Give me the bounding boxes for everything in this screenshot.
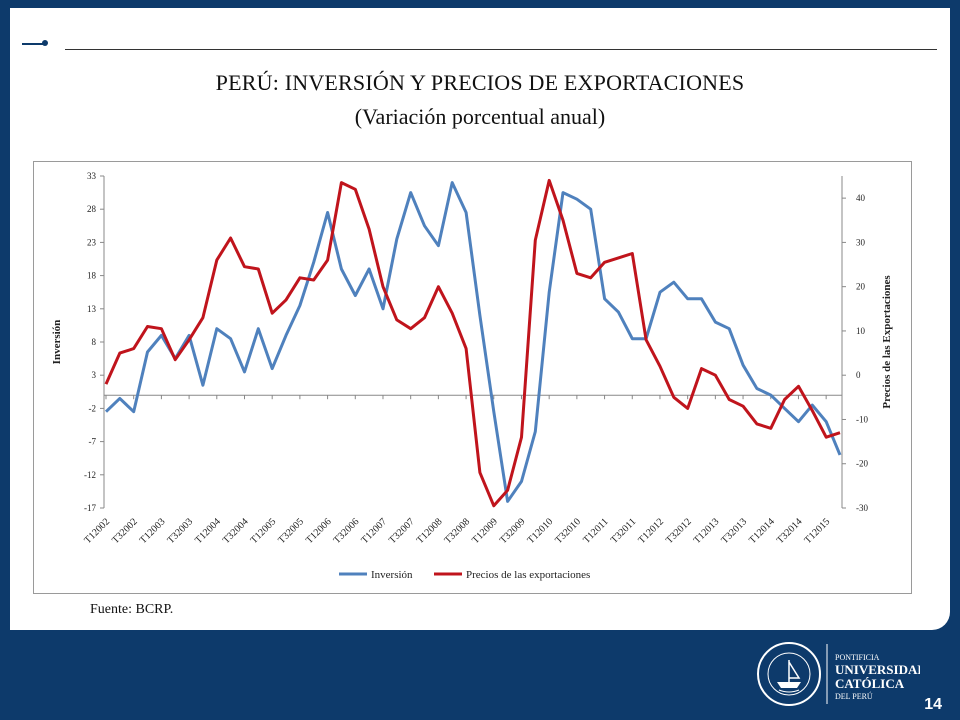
x-tick-label: T12004 xyxy=(193,516,223,546)
x-tick-label: T32006 xyxy=(332,516,362,546)
title-rule xyxy=(65,49,937,50)
x-tick-label: T32002 xyxy=(110,516,140,546)
y-left-axis-label: Inversión xyxy=(51,320,63,365)
y-right-tick-label: -30 xyxy=(856,503,868,513)
x-tick-label: T32003 xyxy=(165,516,195,546)
x-tick-label: T32012 xyxy=(664,516,694,546)
y-left-tick-label: -17 xyxy=(84,503,96,513)
x-tick-label: T12012 xyxy=(636,516,666,546)
y-left-tick-label: 3 xyxy=(92,370,97,380)
source-note: Fuente: BCRP. xyxy=(90,602,174,617)
logo-line-2: UNIVERSIDAD xyxy=(835,662,920,677)
y-left-tick-label: 13 xyxy=(87,304,97,314)
y-right-tick-label: -20 xyxy=(856,459,868,469)
y-left-tick-label: -2 xyxy=(89,403,97,413)
y-right-tick-label: 30 xyxy=(856,237,866,247)
university-logo: PONTIFICIA UNIVERSIDAD CATÓLICA DEL PERÚ xyxy=(755,638,927,710)
y-right-tick-label: -10 xyxy=(856,414,868,424)
y-left-tick-label: -12 xyxy=(84,470,96,480)
x-tick-label: T12006 xyxy=(304,516,334,546)
y-right-tick-label: 40 xyxy=(856,193,866,203)
y-left-tick-label: 8 xyxy=(92,337,97,347)
y-right-tick-label: 10 xyxy=(856,326,866,336)
series-line-precios xyxy=(104,178,841,508)
title-accent-line xyxy=(22,43,44,45)
title-accent-dot xyxy=(42,40,48,46)
x-tick-label: T32008 xyxy=(442,516,472,546)
page-number: 14 xyxy=(924,696,942,713)
x-tick-label: T12014 xyxy=(747,516,777,546)
legend-label-inversion: Inversión xyxy=(371,569,413,581)
slide-title: PERÚ: INVERSIÓN Y PRECIOS DE EXPORTACION… xyxy=(215,70,745,95)
university-seal-icon: PONTIFICIA UNIVERSIDAD CATÓLICA DEL PERÚ xyxy=(757,642,927,706)
x-tick-label: T12010 xyxy=(526,516,556,546)
logo-line-1: PONTIFICIA xyxy=(835,653,880,662)
y-left-tick-label: 28 xyxy=(87,204,97,214)
x-tick-label: T12002 xyxy=(82,516,112,546)
x-tick-label: T32004 xyxy=(221,516,251,546)
x-tick-label: T12007 xyxy=(359,516,389,546)
x-tick-label: T12011 xyxy=(581,516,611,546)
legend-label-precios: Precios de las exportaciones xyxy=(466,569,590,581)
x-tick-label: T12009 xyxy=(470,516,500,546)
y-left-tick-label: 18 xyxy=(87,271,97,281)
x-tick-label: T32009 xyxy=(498,516,528,546)
x-tick-label: T12015 xyxy=(802,516,832,546)
x-tick-label: T32011 xyxy=(609,516,639,546)
y-right-axis-label: Precios de las Exportaciones xyxy=(881,275,893,409)
logo-line-4: DEL PERÚ xyxy=(835,691,873,701)
x-tick-label: T12005 xyxy=(249,516,279,546)
y-right-tick-label: 20 xyxy=(856,282,866,292)
y-left-tick-label: 23 xyxy=(87,237,97,247)
x-tick-label: T12003 xyxy=(138,516,168,546)
chart-frame: 33 28 23 18 13 8 3 -2 -7 -12 -17 40 30 20 10 0 -10 -20 -30… xyxy=(33,161,912,594)
x-tick-label: T32014 xyxy=(775,516,805,546)
x-tick-label: T12013 xyxy=(692,516,722,546)
x-tick-label: T32013 xyxy=(719,516,749,546)
x-tick-label: T12008 xyxy=(415,516,445,546)
y-right-tick-label: 0 xyxy=(856,370,861,380)
x-tick-label: T32005 xyxy=(276,516,306,546)
line-chart: 33 28 23 18 13 8 3 -2 -7 -12 -17 40 30 20 10 0 -10 -20 -30… xyxy=(51,171,893,581)
x-tick-label: T32007 xyxy=(387,516,417,546)
logo-line-3: CATÓLICA xyxy=(835,676,905,691)
slide-subtitle: (Variación porcentual anual) xyxy=(354,104,606,129)
x-tick-label: T32010 xyxy=(553,516,583,546)
series-line-inversion xyxy=(104,181,842,503)
y-left-tick-label: -7 xyxy=(89,437,97,447)
y-left-tick-label: 33 xyxy=(87,171,97,181)
